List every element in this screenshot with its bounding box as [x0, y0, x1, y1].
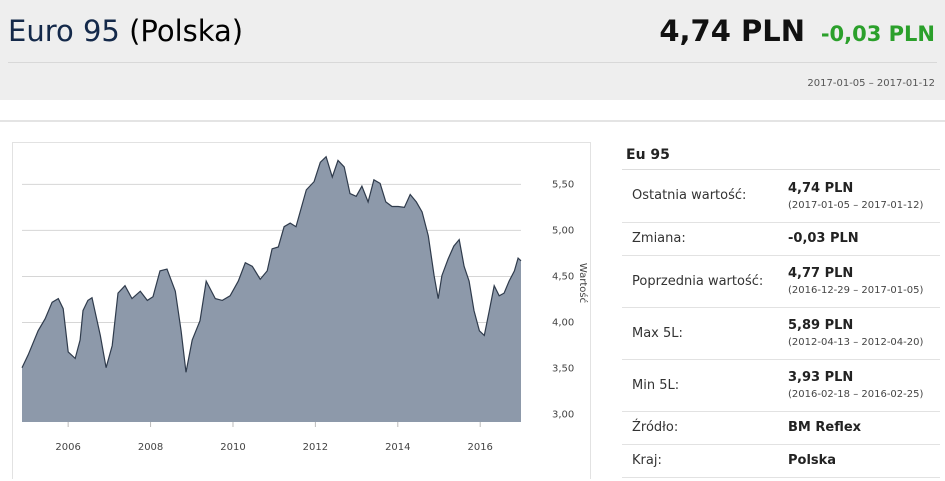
row-label: Max 5L: [622, 307, 782, 360]
row-value-cell: BM Reflex [782, 411, 940, 445]
row-value: 4,74 PLN [788, 180, 854, 196]
y-tick-label: 3,50 [552, 364, 574, 375]
chart: Wartość 3,00 3,50 4,00 4,50 5,00 5,50 2006 2008… [12, 142, 591, 479]
y-tick-label: 4,50 [552, 271, 574, 282]
info-table: Eu 95 Ostatnia wartość: 4,74 PLN (2017-01-… [622, 143, 940, 478]
price: 4,74 PLN [659, 14, 805, 48]
row-value-cell: 4,74 PLN (2017-01-05 – 2017-01-12) [782, 170, 940, 223]
row-value: 3,93 PLN [788, 370, 854, 385]
table-row: Max 5L: 5,89 PLN (2012-04-13 – 2012-04-20) [622, 307, 940, 360]
row-value: -0,03 PLN [788, 231, 859, 246]
row-label: Poprzednia wartość: [622, 255, 782, 308]
row-note: (2016-02-18 – 2016-02-25) [788, 389, 924, 400]
table-row: Poprzednia wartość: 4,77 PLN (2016-12-29 –… [622, 255, 940, 308]
y-axis-label: Wartość [577, 263, 589, 303]
y-tick-label: 5,00 [552, 225, 574, 236]
table-row: Min 5L: 3,93 PLN (2016-02-18 – 2016-02-25) [622, 359, 940, 412]
row-value: Polska [788, 453, 837, 468]
row-note: (2016-12-29 – 2017-01-05) [788, 285, 924, 296]
row-label: Źródło: [622, 411, 782, 445]
line [21, 155, 522, 373]
x-tick-label: 2012 [303, 442, 328, 453]
row-value-cell: 4,77 PLN (2016-12-29 – 2017-01-05) [782, 255, 940, 308]
y-tick-label: 4,00 [552, 318, 574, 329]
date-range: 2017-01-05 – 2017-01-12 [807, 78, 935, 89]
row-note: (2017-01-05 – 2017-01-12) [788, 199, 924, 211]
x-tick-label: 2016 [467, 442, 492, 453]
row-value-cell: 5,89 PLN (2012-04-13 – 2012-04-20) [782, 307, 940, 360]
y-tick-label: 5,50 [552, 179, 574, 190]
x-tick-label: 2010 [220, 442, 245, 453]
page-title: Euro 95 (Polska) [8, 14, 243, 48]
row-value-cell: -0,03 PLN [782, 222, 940, 256]
table-row: Ostatnia wartość: 4,74 PLN (2017-01-05 – 2… [622, 170, 940, 223]
fuel-name: Euro 95 [8, 14, 120, 48]
table: Ostatnia wartość: 4,74 PLN (2017-01-05 – 2… [622, 170, 940, 478]
row-value-cell: 3,93 PLN (2016-02-18 – 2016-02-25) [782, 359, 940, 412]
price-change: -0,03 PLN [820, 22, 935, 46]
header: Euro 95 (Polska) 4,74 PLN -0,03 PLN 2017… [0, 0, 945, 100]
row-value: BM Reflex [788, 420, 862, 435]
table-row: Źródło: BM Reflex [622, 411, 940, 445]
y-tick-label: 3,00 [552, 410, 574, 421]
x-tick-label: 2008 [138, 442, 163, 453]
x-tick-label: 2006 [55, 442, 80, 453]
table-title: Eu 95 [622, 143, 940, 170]
row-label: Min 5L: [622, 359, 782, 412]
row-value: 4,77 PLN [788, 266, 854, 281]
panel [0, 120, 945, 481]
x-tick-label: 2014 [385, 442, 410, 453]
row-label: Zmiana: [622, 222, 782, 256]
table-row: Zmiana: -0,03 PLN [622, 222, 940, 256]
row-label: Ostatnia wartość: [622, 170, 782, 223]
row-value-cell: Polska [782, 444, 940, 478]
row-label: Kraj: [622, 444, 782, 478]
separator [8, 62, 937, 63]
area [22, 156, 521, 422]
row-value: 5,89 PLN [788, 318, 854, 333]
table-row: Kraj: Polska [622, 444, 940, 478]
row-note: (2012-04-13 – 2012-04-20) [788, 337, 924, 348]
country: (Polska) [129, 14, 244, 48]
